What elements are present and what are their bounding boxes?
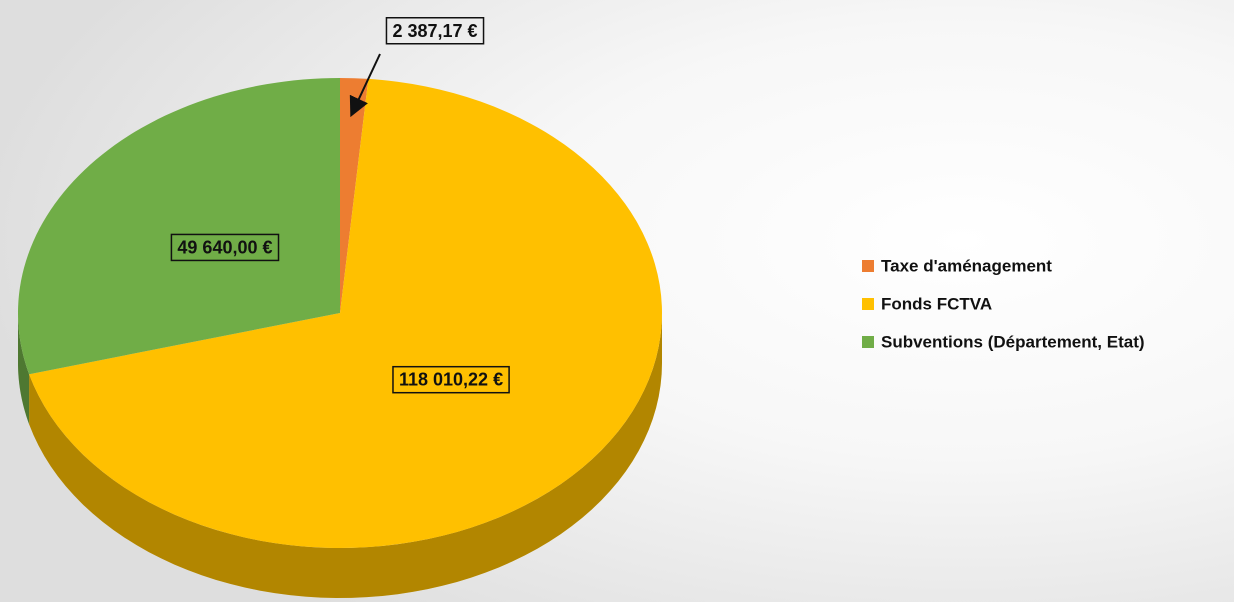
value-label: 2 387,17 € bbox=[392, 21, 477, 41]
value-label-box bbox=[385, 17, 485, 45]
legend-swatch bbox=[862, 336, 874, 348]
legend-swatch bbox=[862, 260, 874, 272]
slice bbox=[340, 78, 369, 313]
value-label-box bbox=[392, 365, 510, 394]
value-label: 49 640,00 € bbox=[177, 237, 272, 257]
legend-label: Taxe d'aménagement bbox=[881, 256, 1052, 275]
value-label: 118 010,22 € bbox=[399, 370, 503, 390]
slice bbox=[29, 78, 662, 548]
legend-label: Fonds FCTVA bbox=[881, 294, 992, 313]
value-label-box bbox=[170, 233, 280, 262]
slice-side bbox=[29, 313, 662, 598]
legend-label: Subventions (Département, Etat) bbox=[881, 332, 1145, 351]
slice-side bbox=[18, 313, 30, 425]
slice bbox=[18, 78, 341, 375]
slice-side-shade bbox=[29, 313, 662, 598]
slice-side-shade bbox=[18, 313, 30, 425]
label-arrow bbox=[349, 53, 381, 118]
legend-swatch bbox=[862, 298, 874, 310]
